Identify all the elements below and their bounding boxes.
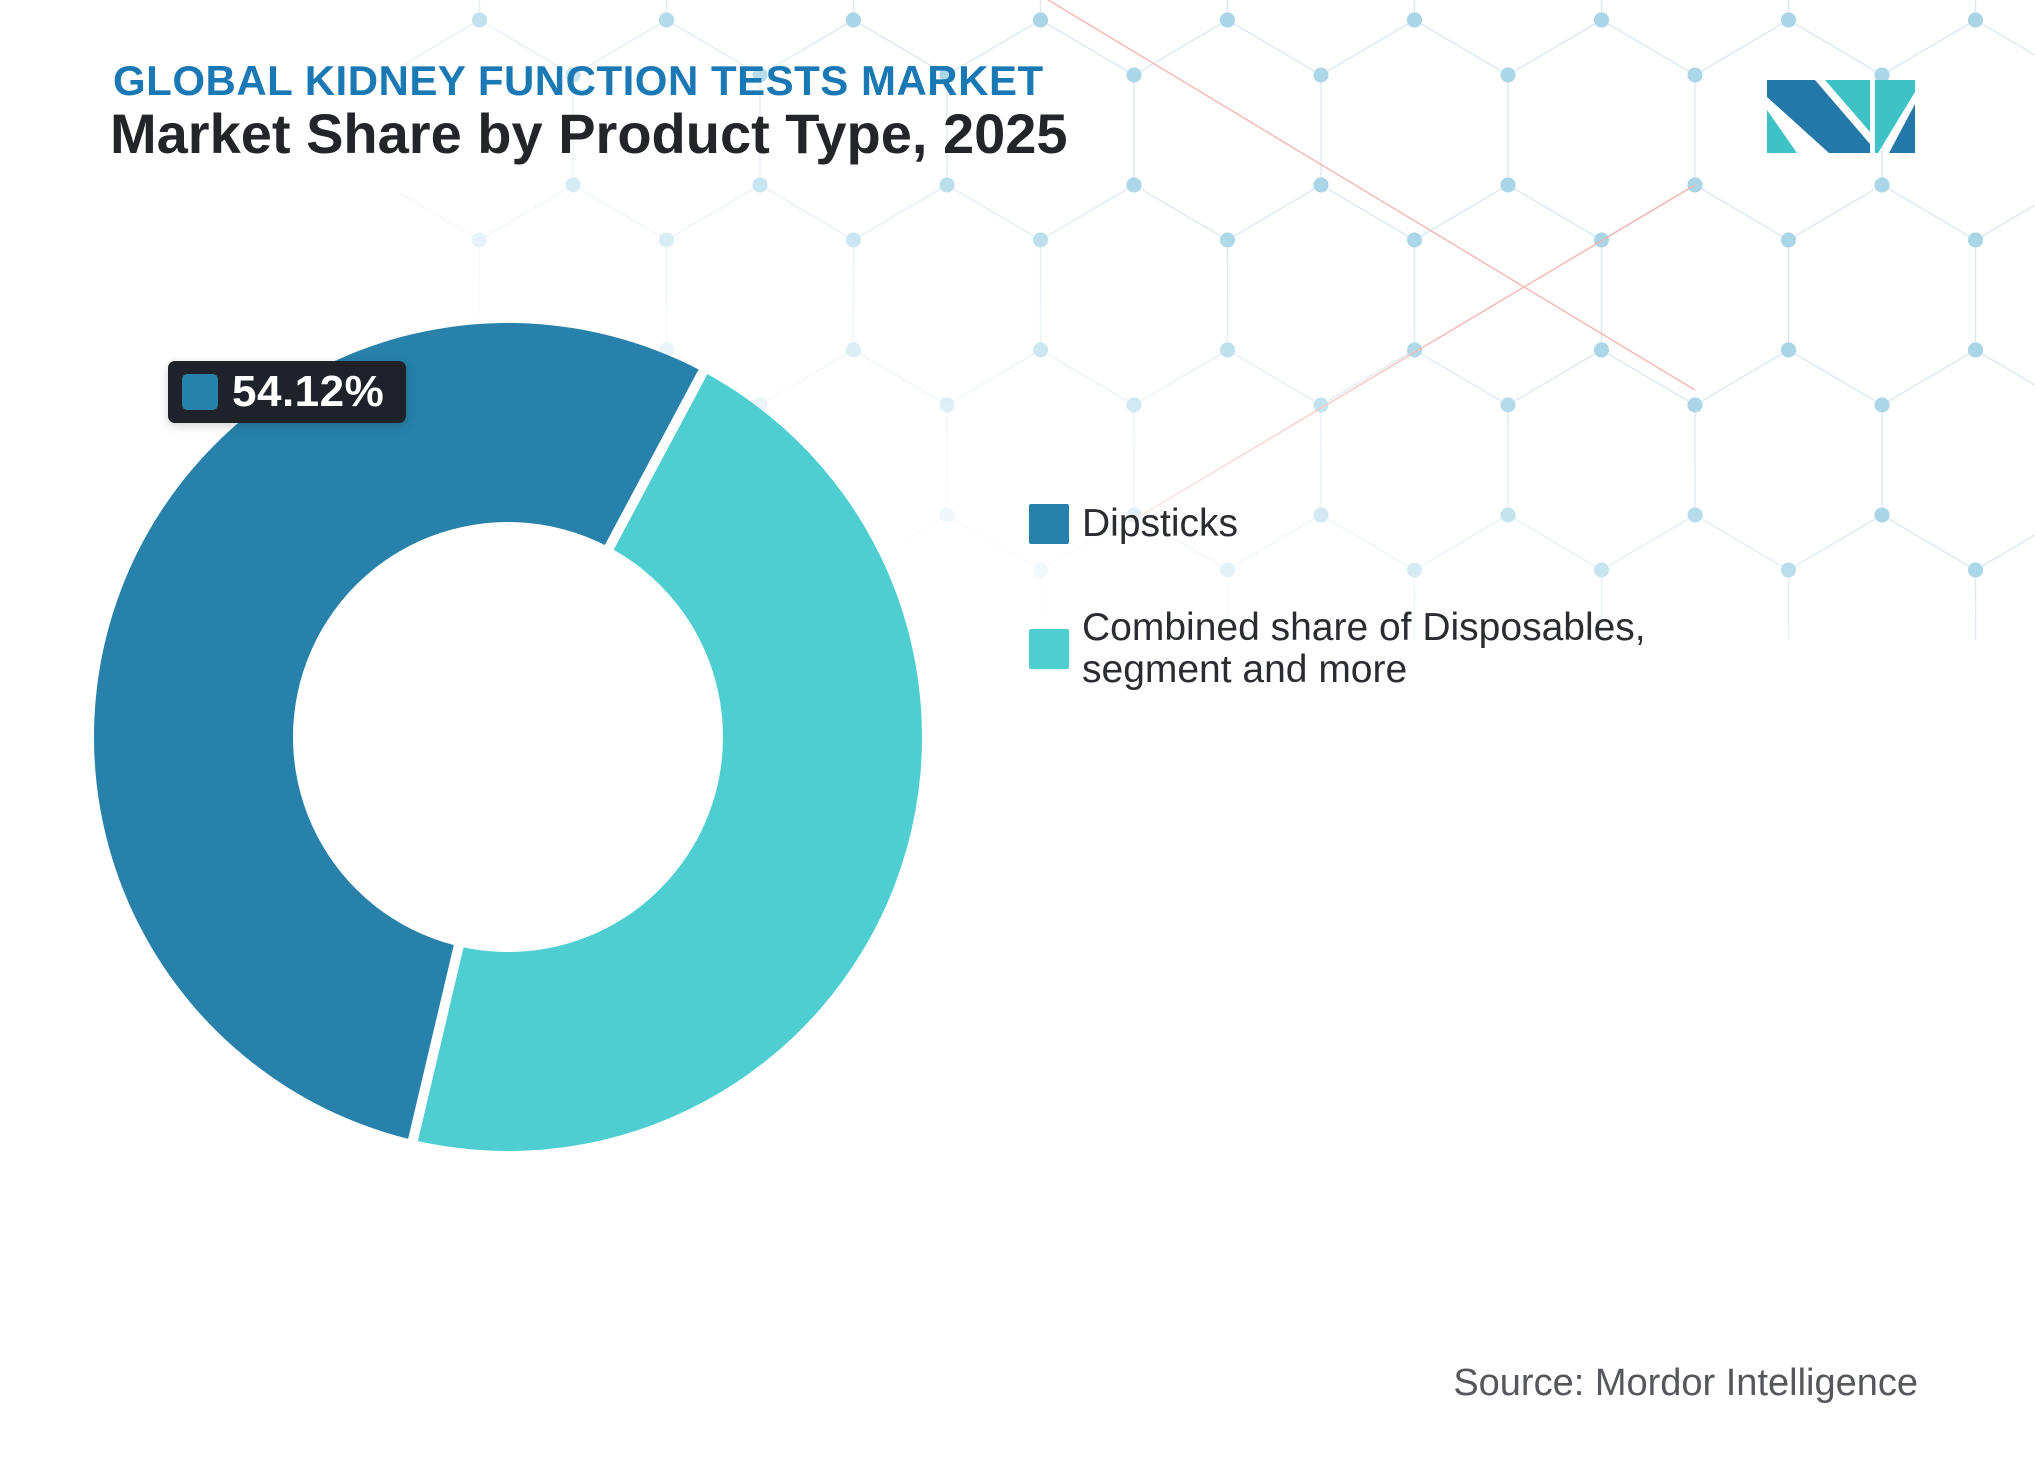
legend-item-combined-share[interactable]: Combined share of Disposables, segment a… [1029,607,1646,691]
legend-label-dipsticks: Dipsticks [1082,502,1239,545]
donut-chart [93,322,923,1152]
donut-segment-combined[interactable] [417,374,923,1152]
logo-right-teal-shape [1875,80,1915,153]
legend-item-dipsticks[interactable]: Dipsticks [1029,503,1238,545]
source-attribution: Source: Mordor Intelligence [1453,1362,1918,1404]
logo-left-teal-corner [1767,110,1797,153]
chart-title: Market Share by Product Type, 2025 [110,102,1068,165]
tooltip-value: 54.12% [232,367,385,416]
legend-swatch-dipsticks [1029,504,1069,544]
logo-right-blue-corner [1889,104,1915,153]
report-title: GLOBAL KIDNEY FUNCTION TESTS MARKET [113,57,1044,104]
hex-mesh-accent-lines [1046,0,1696,523]
tooltip-series-swatch [182,374,218,410]
mordor-intelligence-logo-icon [1767,80,1915,153]
logo-left-teal-wedge [1825,80,1870,132]
legend-label-combined-share: Combined share of Disposables, segment a… [1082,606,1646,691]
legend-swatch-combined-share [1029,629,1069,669]
logo-left-blue-shape [1767,80,1870,153]
data-label-tooltip: 54.12% [168,361,407,423]
donut-segment-dipsticks[interactable] [93,322,699,1139]
